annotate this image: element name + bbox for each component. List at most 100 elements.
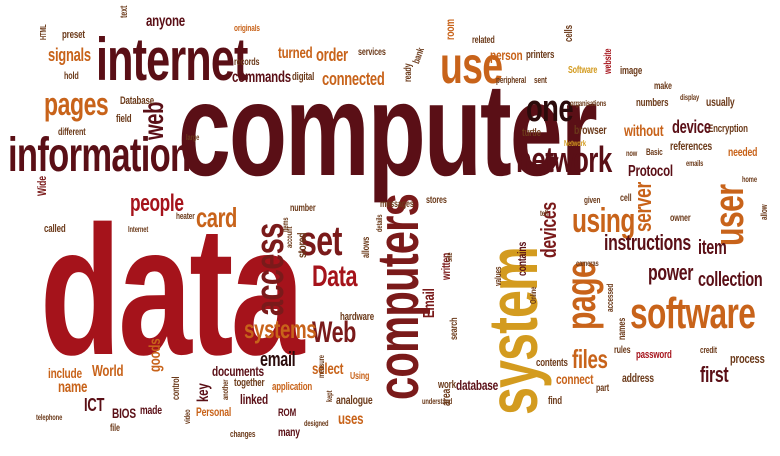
word-site: site [445, 252, 454, 262]
word-Using: Using [350, 371, 370, 382]
word-Wide: Wide [35, 176, 49, 196]
word-people: people [130, 190, 184, 217]
word-make: make [654, 81, 672, 92]
word-video: video [183, 409, 192, 424]
word-ready: ready [403, 63, 414, 82]
word-another: another [221, 379, 230, 400]
word-work: work [438, 379, 456, 391]
word-understand: understand [422, 397, 453, 406]
word-database: database [456, 377, 499, 393]
word-preset: preset [62, 29, 85, 41]
word-without: without [624, 123, 664, 140]
word-tell: tell [540, 209, 548, 218]
word-person: person [490, 47, 523, 63]
word-uses: uses [338, 411, 364, 428]
word-services: services [358, 47, 386, 58]
word-different: different [58, 127, 86, 138]
word-include: include [48, 365, 82, 381]
word-server: server [630, 182, 657, 232]
word-Database: Database [120, 95, 154, 107]
word-designed: designed [304, 419, 329, 428]
word-Web-cap: Web [312, 316, 356, 349]
word-peripheral: peripheral [496, 75, 527, 85]
word-BIOS: BIOS [112, 405, 136, 421]
word-computer: computer [178, 56, 598, 203]
word-now: now [626, 149, 638, 158]
word-item: item [698, 237, 727, 259]
word-order: order [316, 45, 348, 65]
word-together: together [234, 377, 265, 389]
word-stored: stored [295, 232, 309, 258]
word-linked: linked [240, 391, 268, 407]
word-signals: signals [48, 45, 91, 65]
word-Internet-cap: Internet [128, 225, 149, 234]
word-number: number [290, 203, 316, 214]
word-key: key [195, 383, 212, 402]
word-credit: credit [700, 345, 717, 355]
word-heater: heater [176, 211, 195, 221]
word-use: use [440, 37, 503, 95]
word-given: given [584, 195, 601, 205]
word-commands: commands [232, 69, 291, 86]
word-web: web [138, 101, 169, 140]
word-anyone: anyone [146, 13, 185, 30]
word-rules: rules [614, 345, 631, 356]
word-printers: printers [526, 49, 555, 61]
word-process: process [730, 351, 765, 366]
word-details: details [375, 214, 384, 232]
word-measure: measure [317, 355, 326, 378]
word-items: items [281, 217, 290, 232]
word-made: made [140, 403, 162, 417]
word-contains: contains [515, 241, 529, 276]
word-software: software [630, 289, 756, 338]
word-goods: goods [147, 338, 164, 372]
word-name: name [58, 379, 88, 396]
word-room: room [443, 19, 457, 40]
word-sent: sent [534, 75, 547, 85]
word-allows: allows [361, 236, 372, 258]
word-messages: messages [380, 199, 414, 210]
word-control: control [171, 376, 182, 400]
word-Personal: Personal [196, 405, 232, 419]
word-field: field [116, 113, 132, 125]
word-Network-cap: Network [564, 139, 586, 148]
word-turned: turned [278, 45, 313, 62]
word-emails: emails [686, 159, 704, 168]
word-contents: contents [536, 357, 568, 369]
word-telephone: telephone [36, 413, 63, 422]
word-records: records [234, 57, 260, 68]
word-kept: kept [325, 390, 334, 402]
word-systems: systems [244, 314, 317, 344]
word-display: display [680, 93, 700, 102]
word-pages: pages [44, 86, 109, 122]
word-large: large [186, 133, 200, 142]
word-collection: collection [698, 269, 763, 291]
word-files: files [572, 344, 608, 374]
word-Protocol: Protocol [628, 163, 673, 180]
word-internet: internet [96, 26, 248, 93]
word-Encryption: Encryption [708, 123, 748, 135]
word-address: address [622, 371, 654, 385]
word-analogue: analogue [336, 393, 373, 407]
word-instructions: instructions [604, 230, 691, 255]
word-ROM: ROM [278, 407, 297, 419]
word-website: website [603, 48, 614, 74]
word-allow: allow [759, 204, 769, 220]
word-usually: usually [706, 95, 735, 109]
word-data: data [40, 187, 304, 393]
word-accessed: accessed [605, 283, 615, 312]
word-owner: owner [670, 213, 691, 224]
word-changes: changes [230, 429, 256, 439]
word-one: one [526, 88, 574, 130]
word-HTML: HTML [39, 24, 48, 40]
word-Basic: Basic [646, 147, 663, 157]
word-related: related [472, 35, 495, 46]
word-set: set [300, 217, 343, 264]
word-power: power [648, 260, 694, 285]
word-needed: needed [728, 145, 758, 159]
word-using: using [572, 202, 635, 240]
word-text: text [119, 5, 130, 18]
word-names: names [617, 317, 628, 340]
word-numbers: numbers [636, 97, 669, 109]
word-originals: originals [234, 23, 260, 33]
